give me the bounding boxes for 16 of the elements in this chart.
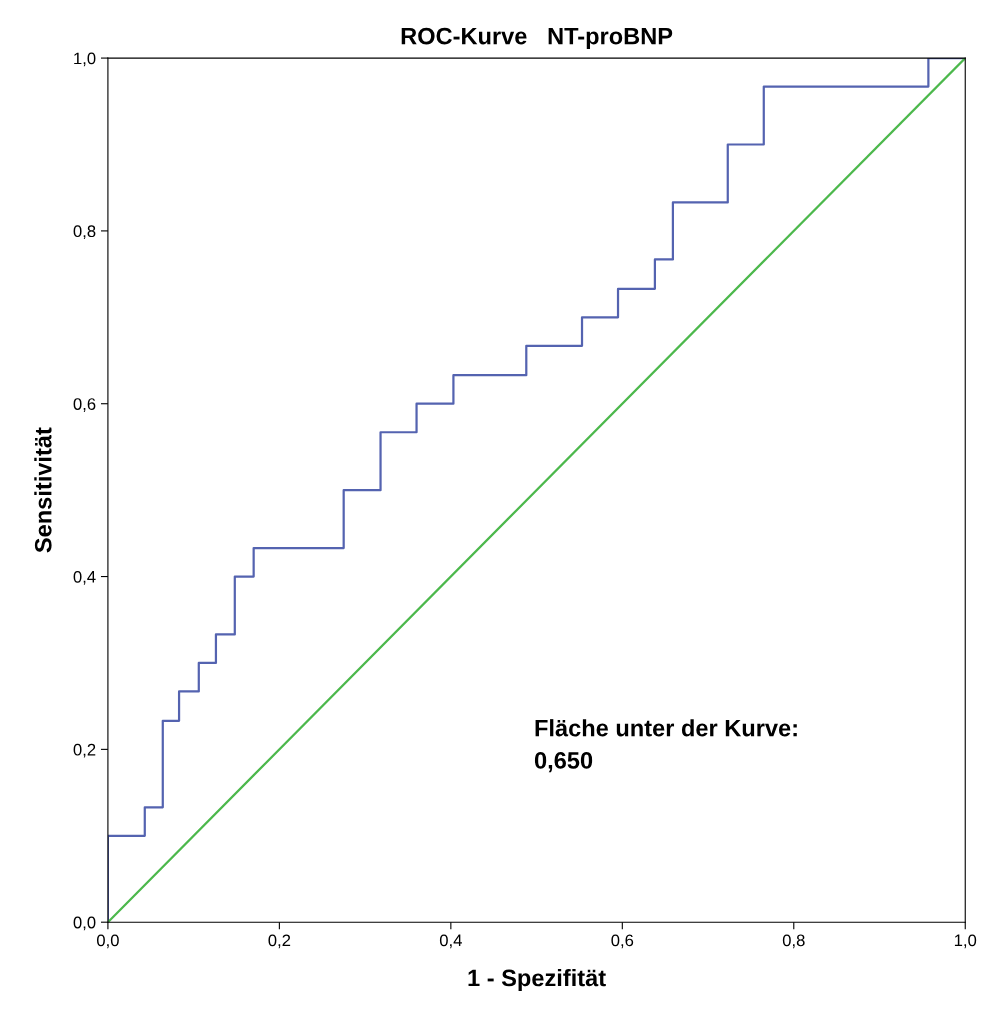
y-tick-label: 0,4 bbox=[73, 570, 96, 585]
x-tick-label: 0,4 bbox=[439, 934, 462, 949]
chart-title: ROC-Kurve NT-proBNP bbox=[401, 27, 673, 50]
x-tick-label: 1,0 bbox=[954, 934, 977, 949]
x-tick-label: 0,6 bbox=[611, 934, 634, 949]
y-tick-label: 0,0 bbox=[73, 916, 96, 931]
y-tick-label: 0,6 bbox=[73, 398, 96, 412]
x-tick-label: 0,2 bbox=[268, 934, 291, 949]
y-tick-label: 1,0 bbox=[74, 52, 96, 67]
y-tick-label: 0,2 bbox=[73, 743, 96, 758]
x-axis-title: 1 - Spezifität bbox=[468, 968, 606, 991]
y-tick-label: 0,8 bbox=[73, 225, 96, 240]
annotation: Fläche unter der Kurve: 0,650 bbox=[534, 719, 797, 773]
y-axis-title: Sensitivität bbox=[34, 427, 52, 553]
x-tick-label: 0,8 bbox=[782, 934, 805, 949]
x-tick-label: 0,0 bbox=[96, 934, 119, 949]
